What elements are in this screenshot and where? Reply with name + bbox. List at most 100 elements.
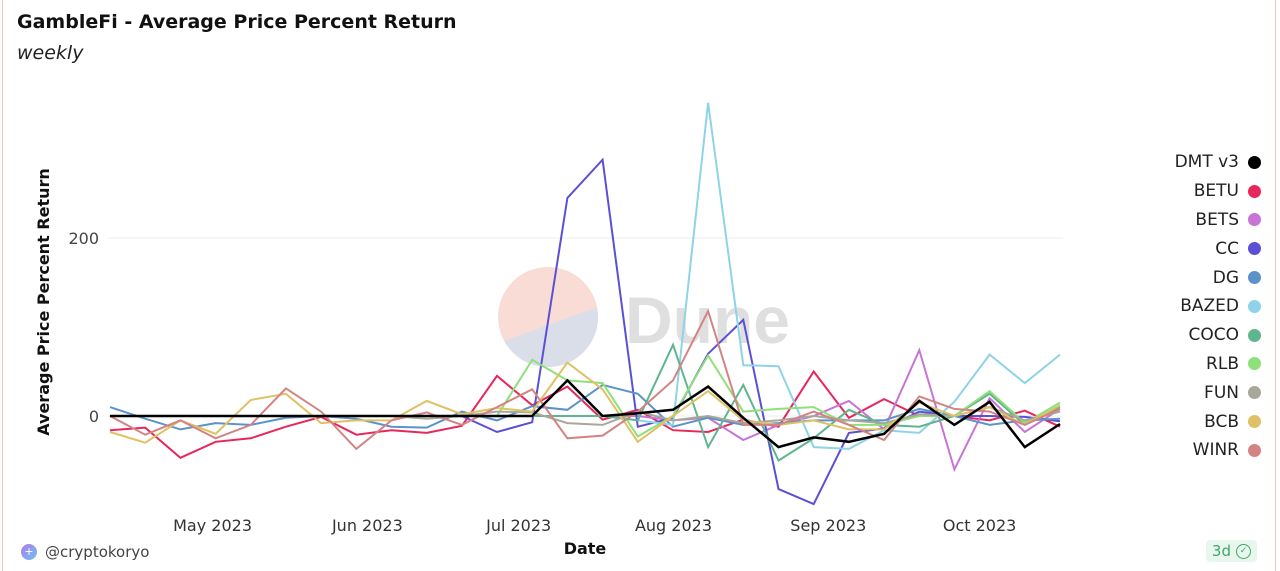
data-point[interactable]	[350, 429, 362, 441]
data-point[interactable]	[773, 403, 785, 415]
data-point[interactable]	[561, 357, 573, 369]
data-point[interactable]	[421, 410, 433, 422]
data-point[interactable]	[948, 463, 960, 475]
legend-item[interactable]: FUN	[1175, 378, 1261, 407]
data-point[interactable]	[913, 395, 925, 407]
data-point[interactable]	[737, 434, 749, 446]
data-point[interactable]	[561, 417, 573, 429]
series-line[interactable]	[637, 102, 1061, 450]
data-point[interactable]	[702, 441, 714, 453]
legend-item[interactable]: DG	[1175, 263, 1261, 292]
data-point[interactable]	[702, 349, 714, 361]
data-point[interactable]	[350, 443, 362, 455]
data-point[interactable]	[773, 360, 785, 372]
data-point[interactable]	[561, 192, 573, 204]
data-point[interactable]	[1054, 418, 1066, 430]
data-point[interactable]	[702, 410, 714, 422]
legend-item[interactable]: WINR	[1175, 436, 1261, 465]
data-point[interactable]	[808, 498, 820, 510]
data-point[interactable]	[491, 370, 503, 382]
data-point[interactable]	[702, 97, 714, 109]
data-point[interactable]	[1019, 377, 1031, 389]
data-point[interactable]	[773, 483, 785, 495]
data-point[interactable]	[948, 419, 960, 431]
data-point[interactable]	[174, 410, 186, 422]
data-point[interactable]	[667, 339, 679, 351]
data-point[interactable]	[632, 407, 644, 419]
data-point[interactable]	[878, 393, 890, 405]
data-point[interactable]	[808, 366, 820, 378]
data-point[interactable]	[737, 379, 749, 391]
data-point[interactable]	[597, 383, 609, 395]
data-point[interactable]	[597, 154, 609, 166]
data-point[interactable]	[843, 404, 855, 416]
data-point[interactable]	[245, 394, 257, 406]
data-point[interactable]	[878, 428, 890, 440]
data-point[interactable]	[280, 382, 292, 394]
data-point[interactable]	[913, 408, 925, 420]
data-point[interactable]	[984, 385, 996, 397]
data-point[interactable]	[737, 359, 749, 371]
refresh-badge[interactable]: 3d ✓	[1205, 540, 1257, 562]
data-point[interactable]	[984, 396, 996, 408]
data-point[interactable]	[139, 429, 151, 441]
data-point[interactable]	[456, 410, 468, 422]
data-point[interactable]	[526, 354, 538, 366]
data-point[interactable]	[280, 410, 292, 422]
data-point[interactable]	[561, 432, 573, 444]
data-point[interactable]	[808, 406, 820, 418]
data-point[interactable]	[597, 410, 609, 422]
data-point[interactable]	[104, 426, 116, 438]
legend-item[interactable]: BAZED	[1175, 292, 1261, 321]
data-point[interactable]	[737, 314, 749, 326]
data-point[interactable]	[1019, 419, 1031, 431]
data-point[interactable]	[632, 436, 644, 448]
legend-item[interactable]: DMT v3	[1175, 148, 1261, 177]
data-point[interactable]	[491, 410, 503, 422]
legend-item[interactable]: COCO	[1175, 321, 1261, 350]
legend-item[interactable]: RLB	[1175, 350, 1261, 379]
legend-item[interactable]: BETS	[1175, 206, 1261, 235]
data-point[interactable]	[421, 395, 433, 407]
data-point[interactable]	[210, 432, 222, 444]
data-point[interactable]	[561, 374, 573, 386]
data-point[interactable]	[315, 410, 327, 422]
data-point[interactable]	[702, 305, 714, 317]
data-point[interactable]	[773, 455, 785, 467]
data-point[interactable]	[597, 430, 609, 442]
data-point[interactable]	[808, 431, 820, 443]
legend-item[interactable]: BCB	[1175, 407, 1261, 436]
data-point[interactable]	[773, 419, 785, 431]
data-point[interactable]	[632, 388, 644, 400]
data-point[interactable]	[139, 410, 151, 422]
data-point[interactable]	[526, 410, 538, 422]
data-point[interactable]	[737, 412, 749, 424]
author-link[interactable]: + @cryptokoryo	[21, 543, 149, 561]
legend-item[interactable]: BETU	[1175, 177, 1261, 206]
data-point[interactable]	[984, 349, 996, 361]
data-point[interactable]	[948, 403, 960, 415]
series-line[interactable]	[110, 378, 1061, 449]
data-point[interactable]	[984, 419, 996, 431]
data-point[interactable]	[491, 426, 503, 438]
data-point[interactable]	[245, 432, 257, 444]
series-line[interactable]	[109, 369, 1061, 459]
data-point[interactable]	[385, 410, 397, 422]
data-point[interactable]	[245, 410, 257, 422]
data-point[interactable]	[702, 381, 714, 393]
data-point[interactable]	[526, 383, 538, 395]
data-point[interactable]	[1054, 349, 1066, 361]
data-point[interactable]	[1054, 403, 1066, 415]
legend-item[interactable]: CC	[1175, 234, 1261, 263]
data-point[interactable]	[913, 344, 925, 356]
data-point[interactable]	[667, 374, 679, 386]
data-point[interactable]	[667, 404, 679, 416]
data-point[interactable]	[1019, 441, 1031, 453]
data-point[interactable]	[843, 419, 855, 431]
data-point[interactable]	[843, 436, 855, 448]
data-point[interactable]	[210, 410, 222, 422]
data-point[interactable]	[174, 452, 186, 464]
data-point[interactable]	[913, 421, 925, 433]
data-point[interactable]	[773, 441, 785, 453]
data-point[interactable]	[350, 410, 362, 422]
